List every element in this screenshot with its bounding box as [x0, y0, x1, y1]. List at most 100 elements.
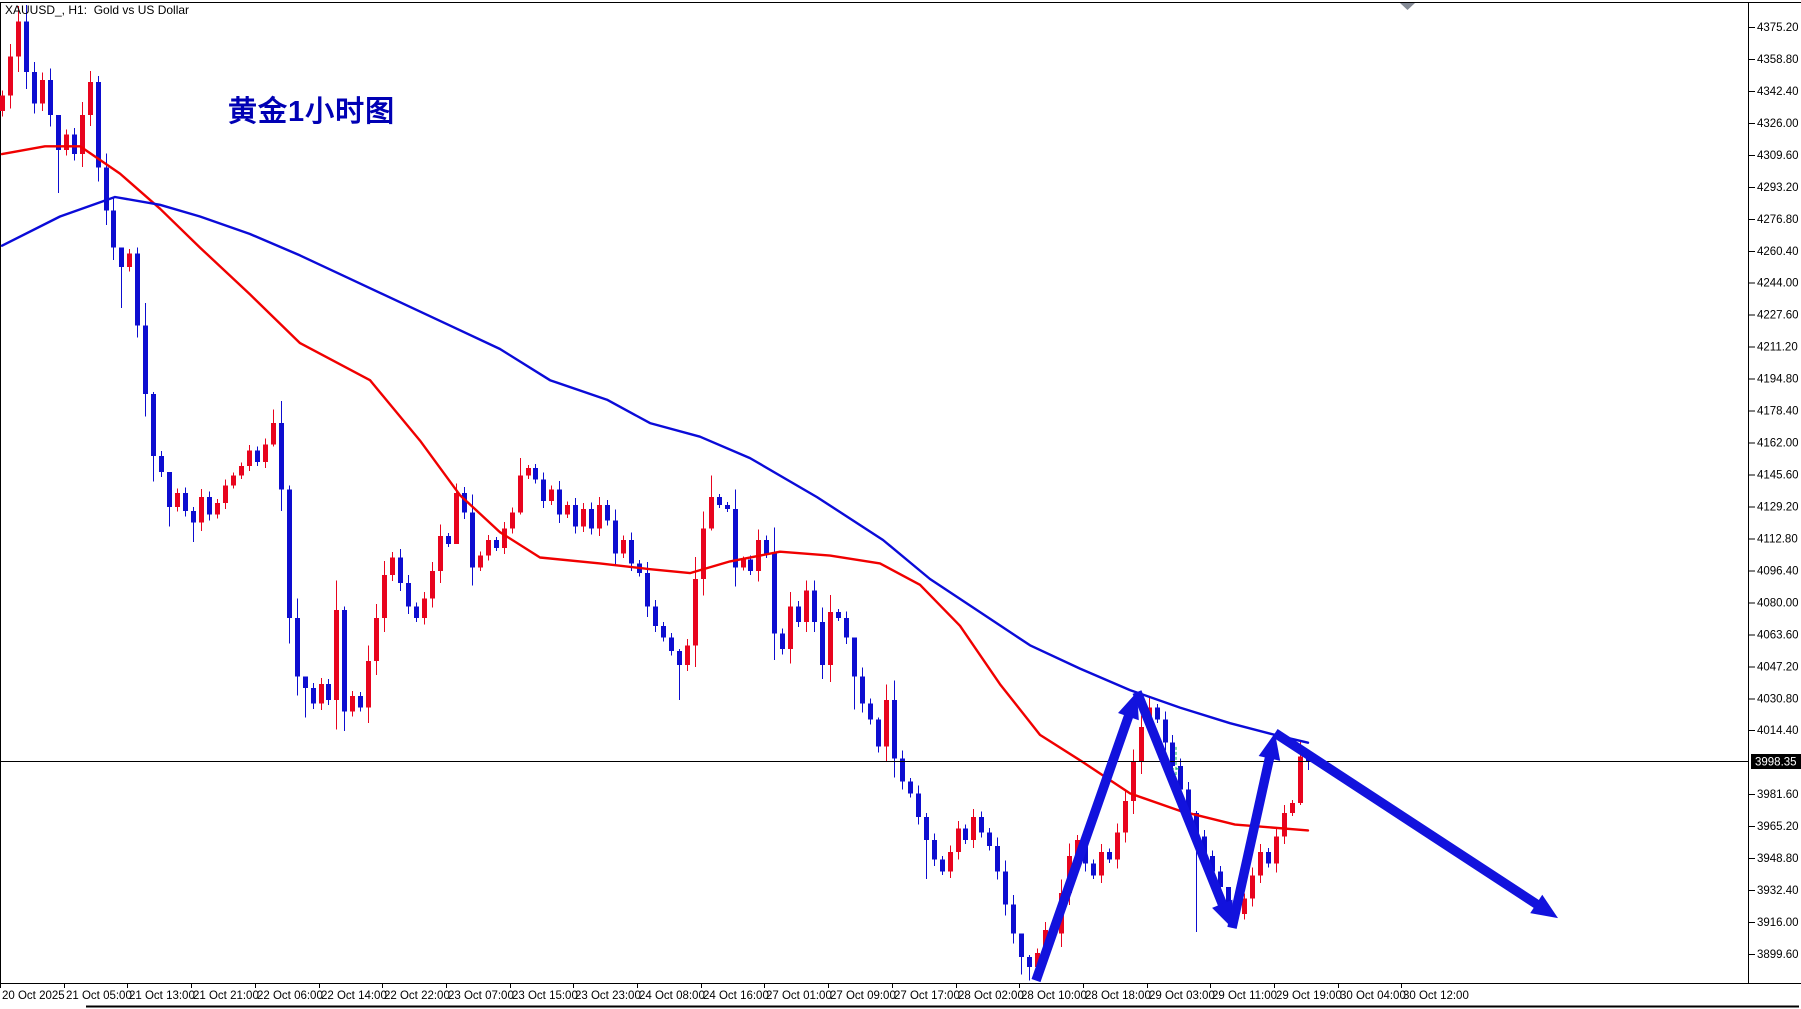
candle-body — [390, 557, 395, 576]
candle-body — [167, 471, 172, 507]
candle-body — [1210, 855, 1215, 872]
candle-body — [820, 621, 825, 665]
candle-body — [876, 719, 881, 747]
candle-body — [215, 502, 220, 515]
candle-body — [788, 606, 793, 650]
price-tick-label: 4129.20 — [1757, 501, 1799, 513]
candle-body — [796, 606, 801, 622]
candle-body — [669, 637, 674, 652]
candle-body — [828, 612, 833, 665]
candle-body — [956, 828, 961, 852]
candle-body — [462, 493, 467, 513]
price-tick-label: 4309.60 — [1757, 150, 1799, 162]
price-tick-label: 4342.40 — [1757, 86, 1799, 98]
candle-body — [1274, 836, 1279, 864]
ma-fast-red-line[interactable] — [0, 145, 1310, 832]
candle-body — [1115, 832, 1120, 860]
time-tick-label: 29 Oct 19:00 — [1276, 990, 1342, 1002]
candle-body — [56, 115, 61, 151]
candle-body — [478, 555, 483, 568]
candle-body — [948, 851, 953, 872]
price-tick-label: 3899.60 — [1757, 949, 1799, 961]
candle-body — [605, 504, 610, 521]
candle-body — [510, 512, 515, 529]
candle-body — [199, 497, 204, 523]
candle-body — [963, 828, 968, 841]
candle-body — [446, 536, 451, 544]
price-tick-label: 4244.00 — [1757, 278, 1799, 290]
time-tick-label: 21 Oct 21:00 — [193, 990, 259, 1002]
price-tag-text: 3998.35 — [1755, 757, 1797, 769]
candle-body — [1011, 904, 1016, 934]
time-tick-label: 23 Oct 07:00 — [448, 990, 514, 1002]
candle-body — [430, 571, 435, 599]
candle-body — [621, 540, 626, 554]
price-tick-label: 4358.80 — [1757, 54, 1799, 66]
candle-body — [971, 816, 976, 841]
candle-body — [1131, 762, 1136, 802]
candle-body — [1091, 863, 1096, 876]
chart-title-annotation[interactable]: 黄金1小时图 — [228, 96, 396, 128]
price-tick-label: 4096.40 — [1757, 565, 1799, 577]
price-tick-label: 4375.20 — [1757, 22, 1799, 34]
candle-body — [581, 508, 586, 527]
candle-body — [1155, 707, 1160, 720]
candle-body — [597, 504, 602, 529]
candle-body — [1178, 766, 1183, 790]
candle-body — [533, 467, 538, 480]
price-tick-label: 4145.60 — [1757, 470, 1799, 482]
time-tick-label: 22 Oct 06:00 — [257, 990, 323, 1002]
candle-body — [764, 540, 769, 554]
time-tick-label: 24 Oct 08:00 — [639, 990, 705, 1002]
candle-body — [350, 695, 355, 712]
ma-slow-blue-line[interactable] — [0, 195, 1310, 744]
candle-body — [334, 610, 339, 700]
candle-body — [1202, 836, 1207, 856]
price-tick-label: 3965.20 — [1757, 821, 1799, 833]
time-tick-label: 24 Oct 16:00 — [703, 990, 769, 1002]
candle-body — [772, 553, 777, 634]
candlesticks — [0, 4, 1311, 981]
candle-body — [908, 781, 913, 794]
candle-body — [995, 846, 1000, 872]
price-axis[interactable]: 4375.20 4358.80 4342.40 4326.00 4309.60 4293.… — [1748, 22, 1799, 961]
time-tick-label: 28 Oct 10:00 — [1021, 990, 1087, 1002]
candle-body — [366, 660, 371, 708]
candle-body — [1242, 898, 1247, 915]
candle-body — [16, 21, 21, 57]
candle-body — [255, 450, 260, 463]
zigzag-segment — [1031, 709, 1135, 983]
candle-body — [1266, 851, 1271, 864]
candle-body — [629, 540, 634, 564]
candle-body — [565, 504, 570, 515]
candle-body — [1250, 875, 1255, 899]
candle-body — [32, 72, 37, 104]
candle-body — [494, 540, 499, 548]
candle-body — [111, 210, 116, 248]
candle-body — [486, 540, 491, 556]
candle-body — [8, 56, 13, 96]
candle-body — [709, 497, 714, 529]
candle-body — [358, 695, 363, 708]
candle-body — [780, 633, 785, 650]
candle-body — [685, 645, 690, 665]
candle-body — [733, 508, 738, 568]
candle-body — [557, 489, 562, 515]
candle-body — [454, 493, 459, 544]
candle-body — [1019, 933, 1024, 958]
shift-marker-icon[interactable] — [1400, 3, 1415, 10]
time-tick-label: 28 Oct 02:00 — [958, 990, 1024, 1002]
zigzag-arrow-annotation[interactable] — [1031, 690, 1558, 983]
candle-body — [1298, 756, 1303, 804]
candle-body — [119, 247, 124, 268]
price-tick-label: 4326.00 — [1757, 118, 1799, 130]
candle-body — [406, 582, 411, 607]
candle-body — [852, 637, 857, 677]
candle-body — [48, 80, 53, 116]
time-tick-label: 23 Oct 23:00 — [575, 990, 641, 1002]
candle-body — [717, 497, 722, 505]
candle-body — [645, 573, 650, 607]
